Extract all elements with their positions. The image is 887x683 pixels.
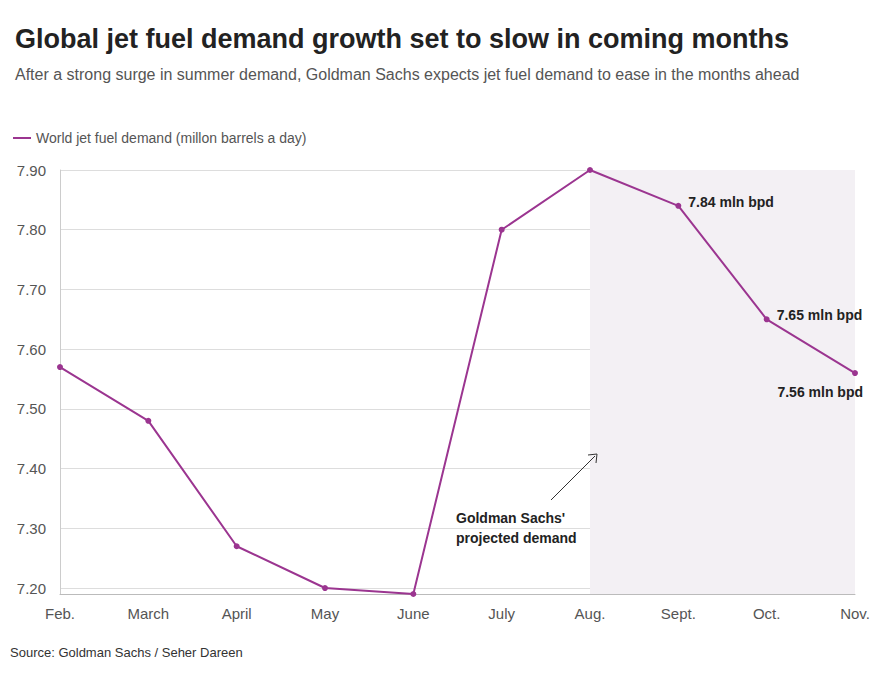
svg-text:7.70: 7.70 bbox=[17, 281, 46, 298]
svg-text:7.50: 7.50 bbox=[17, 400, 46, 417]
svg-text:May: May bbox=[311, 605, 340, 622]
svg-text:June: June bbox=[397, 605, 430, 622]
svg-text:Oct.: Oct. bbox=[753, 605, 781, 622]
svg-text:Sept.: Sept. bbox=[661, 605, 696, 622]
svg-text:7.30: 7.30 bbox=[17, 520, 46, 537]
svg-text:July: July bbox=[488, 605, 515, 622]
svg-text:After a strong surge in summer: After a strong surge in summer demand, G… bbox=[15, 66, 799, 83]
svg-text:Global jet fuel demand growth: Global jet fuel demand growth set to slo… bbox=[15, 24, 789, 54]
svg-text:Nov.: Nov. bbox=[840, 605, 870, 622]
svg-text:projected demand: projected demand bbox=[456, 530, 577, 546]
svg-text:Feb.: Feb. bbox=[45, 605, 75, 622]
svg-text:World jet fuel demand (millon: World jet fuel demand (millon barrels a … bbox=[36, 130, 307, 146]
svg-text:7.60: 7.60 bbox=[17, 341, 46, 358]
svg-text:Source: Goldman Sachs / Seher: Source: Goldman Sachs / Seher Dareen bbox=[10, 645, 243, 660]
svg-text:March: March bbox=[127, 605, 169, 622]
svg-text:7.40: 7.40 bbox=[17, 460, 46, 477]
svg-text:Aug.: Aug. bbox=[575, 605, 606, 622]
svg-text:7.80: 7.80 bbox=[17, 221, 46, 238]
svg-text:7.84 mln bpd: 7.84 mln bpd bbox=[688, 194, 774, 210]
svg-text:7.90: 7.90 bbox=[17, 162, 46, 179]
svg-text:7.56 mln bpd: 7.56 mln bpd bbox=[777, 384, 863, 400]
svg-text:7.20: 7.20 bbox=[17, 580, 46, 597]
svg-text:Goldman Sachs': Goldman Sachs' bbox=[456, 510, 569, 526]
svg-text:April: April bbox=[222, 605, 252, 622]
svg-text:7.65 mln bpd: 7.65 mln bpd bbox=[777, 307, 863, 323]
